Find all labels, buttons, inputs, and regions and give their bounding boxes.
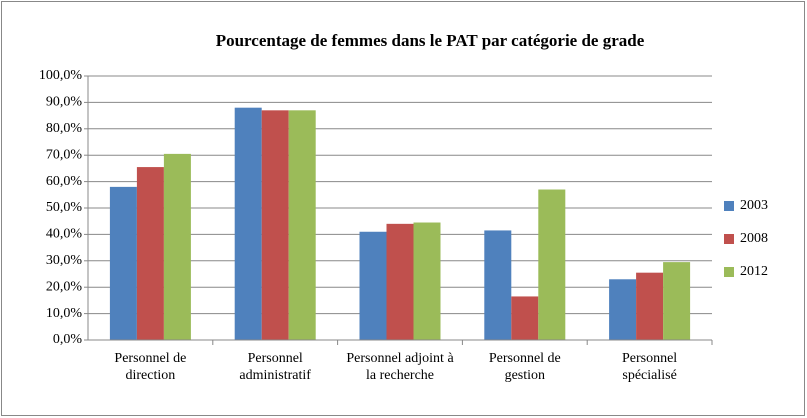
x-tick-label: Personnel de direction — [114, 351, 187, 383]
y-tick-label: 20,0% — [46, 279, 83, 294]
y-tick-label: 40,0% — [46, 227, 83, 242]
y-tick-label: 70,0% — [46, 147, 83, 162]
bar — [636, 272, 664, 340]
bar — [359, 231, 387, 340]
y-tick-label: 0,0% — [53, 332, 83, 347]
y-tick-label: 50,0% — [46, 200, 83, 215]
legend-label: 2003 — [740, 198, 768, 213]
legend-label: 2012 — [740, 264, 768, 279]
bar — [663, 262, 691, 340]
bar — [484, 230, 512, 340]
bar — [413, 222, 441, 340]
chart-title: Pourcentage de femmes dans le PAT par ca… — [216, 31, 645, 50]
y-tick-label: 60,0% — [46, 174, 83, 189]
y-tick-label: 80,0% — [46, 121, 83, 136]
x-tick-label: Personnel adjoint à la recherche — [346, 351, 454, 383]
legend-swatch — [724, 201, 734, 211]
y-tick-label: 10,0% — [46, 306, 83, 321]
legend-label: 2008 — [740, 231, 768, 246]
y-tick-label: 100,0% — [39, 68, 83, 83]
x-tick-label: Personnel administratif — [239, 351, 311, 383]
y-tick-label: 30,0% — [46, 253, 83, 268]
bar — [609, 279, 637, 340]
bar — [109, 186, 137, 340]
legend-swatch — [724, 234, 734, 244]
y-tick-label: 90,0% — [46, 95, 83, 110]
x-tick-label: Personnel spécialisé — [621, 351, 678, 383]
x-tick-label: Personnel de gestion — [488, 351, 561, 383]
bar — [136, 167, 164, 340]
bar — [261, 110, 289, 340]
bar — [538, 189, 566, 340]
bar — [386, 223, 414, 340]
legend-swatch — [724, 267, 734, 277]
bar — [288, 110, 316, 340]
bar — [234, 107, 262, 341]
bar — [511, 296, 539, 340]
bar — [163, 153, 191, 340]
